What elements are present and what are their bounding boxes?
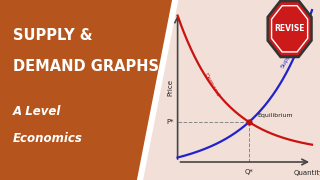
Text: Economics: Economics [13, 132, 83, 145]
Text: Quantity: Quantity [294, 170, 320, 176]
Polygon shape [269, 3, 310, 55]
Text: Demand: Demand [202, 72, 220, 98]
Text: Equilibrium: Equilibrium [257, 113, 293, 118]
Text: Supply: Supply [280, 48, 294, 69]
Text: REVISE: REVISE [274, 24, 305, 33]
Polygon shape [267, 0, 312, 58]
Text: Price: Price [168, 79, 173, 96]
Text: P*: P* [166, 119, 174, 125]
Polygon shape [138, 0, 320, 180]
Text: SUPPLY &: SUPPLY & [13, 28, 92, 44]
Text: Q*: Q* [245, 169, 253, 175]
Polygon shape [138, 0, 178, 180]
Text: A Level: A Level [13, 105, 61, 118]
Text: DEMAND GRAPHS: DEMAND GRAPHS [13, 59, 159, 74]
